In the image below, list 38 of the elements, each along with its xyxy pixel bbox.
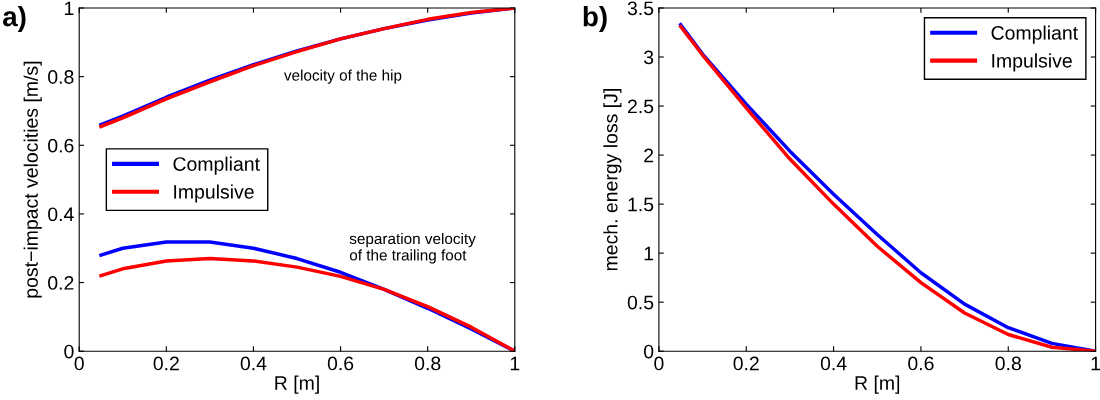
chart-title: b) — [583, 6, 607, 32]
legend-label: Compliant — [173, 156, 260, 175]
y-tick-label: 0 — [64, 344, 74, 359]
x-tick-label: 0.4 — [240, 356, 267, 371]
y-tick-label: 0.2 — [48, 276, 74, 290]
y-axis-title: mech. energy loss [J] — [603, 89, 622, 271]
x-tick-label: 0 — [74, 356, 84, 371]
annotation: separation velocity of the trailing foot — [349, 232, 476, 264]
y-axis-title: post−impact velocities [m/s] — [23, 61, 42, 298]
y-tick-label: 1 — [644, 246, 654, 261]
y-tick-label: 0.4 — [48, 207, 74, 222]
y-tick-label: 2.5 — [627, 99, 654, 114]
x-tick-label: 0.8 — [414, 356, 441, 371]
x-tick-label: 1 — [510, 356, 520, 371]
y-tick-label: 0 — [643, 344, 654, 359]
x-tick-label: 0.2 — [153, 356, 179, 371]
x-tick-label: 0.2 — [733, 356, 759, 371]
chart-title: a) — [3, 6, 26, 32]
x-tick-label: 0 — [654, 356, 664, 371]
legend-label: Impulsive — [174, 184, 254, 203]
y-tick-label: 1 — [65, 1, 74, 16]
x-tick-label: 0.6 — [327, 356, 354, 371]
y-tick-label: 1.5 — [628, 197, 654, 212]
x-axis-title: R [m] — [855, 375, 900, 394]
y-tick-label: 0.5 — [627, 295, 654, 310]
x-tick-label: 0.4 — [820, 356, 847, 371]
annotation: velocity of the hip — [283, 69, 402, 84]
x-tick-label: 0.8 — [995, 356, 1021, 371]
y-tick-label: 0.8 — [48, 70, 74, 84]
y-tick-label: 2 — [644, 148, 654, 163]
y-tick-label: 0.6 — [48, 138, 74, 153]
legend-label: Impulsive — [992, 53, 1072, 72]
x-tick-label: 0.6 — [908, 356, 934, 371]
x-axis-title: R [m] — [275, 375, 319, 394]
x-tick-label: 1 — [1091, 356, 1100, 371]
y-tick-label: 3.5 — [627, 1, 654, 16]
y-tick-label: 3 — [643, 50, 654, 65]
legend-label: Compliant — [991, 25, 1078, 44]
